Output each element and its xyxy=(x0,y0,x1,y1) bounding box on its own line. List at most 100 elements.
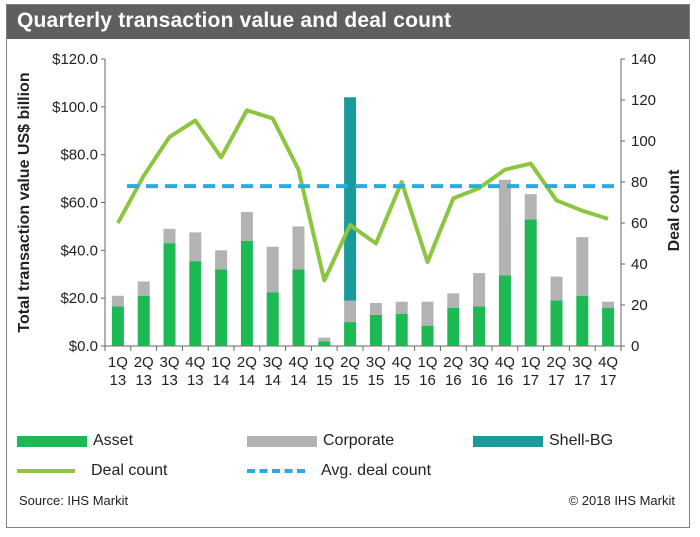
y-tick-label-right: 80 xyxy=(631,174,648,191)
bar-corporate xyxy=(395,301,408,314)
legend-item-asset: Asset xyxy=(17,432,133,450)
y-tick-label-right: 0 xyxy=(631,338,639,355)
legend-label-deal-count: Deal count xyxy=(91,462,168,479)
x-tick-label-quarter: 2Q xyxy=(443,354,463,371)
x-tick-label-year: 17 xyxy=(600,372,617,389)
y-tick-label-right: 40 xyxy=(631,256,648,273)
bar-corporate xyxy=(473,273,486,307)
x-tick-label-quarter: 4Q xyxy=(598,354,618,371)
bar-corporate xyxy=(111,295,124,307)
x-tick-label-quarter: 2Q xyxy=(340,354,360,371)
x-tick-label-quarter: 4Q xyxy=(495,354,515,371)
legend-swatch-deal-count xyxy=(17,469,75,473)
y-tick-label-right: 100 xyxy=(631,133,656,150)
legend-swatch-asset xyxy=(17,435,87,447)
chart-plot: $0.0 $20.0 $40.0 $60.0 $80.0 $100.0 $120.0 0 20 4… xyxy=(16,51,683,389)
x-tick-label-year: 15 xyxy=(316,372,333,389)
chart-title: Quarterly transaction value and deal cou… xyxy=(17,9,452,32)
x-tick-label-quarter: 4Q xyxy=(288,354,308,371)
legend-swatch-shell xyxy=(473,435,543,447)
legend-label-shell: Shell-BG xyxy=(549,432,614,449)
title-bar: Quarterly transaction value and deal cou… xyxy=(7,5,689,39)
x-tick-label-quarter: 3Q xyxy=(366,354,386,371)
x-tick-label-quarter: 2Q xyxy=(134,354,154,371)
legend-item-deal-count: Deal count xyxy=(17,462,168,480)
legend-item-corporate: Corporate xyxy=(247,432,394,450)
bar-asset xyxy=(215,269,228,346)
bar-corporate xyxy=(137,281,150,296)
bar-asset xyxy=(163,243,176,346)
x-tick-label-year: 14 xyxy=(290,372,307,389)
x-tick-label-year: 13 xyxy=(110,372,127,389)
source-note: Source: IHS Markit xyxy=(19,493,129,508)
bar-asset xyxy=(189,261,202,346)
x-tick-label-year: 16 xyxy=(471,372,488,389)
bar-asset xyxy=(344,322,357,346)
legend-swatch-avg-deal-count xyxy=(247,469,305,473)
bar-corporate xyxy=(576,237,589,296)
bar-asset xyxy=(318,341,331,346)
bar-corporate xyxy=(498,179,511,276)
x-tick-label-year: 14 xyxy=(213,372,230,389)
x-tick-label-year: 17 xyxy=(548,372,565,389)
y-tick-label-left: $60.0 xyxy=(60,195,98,212)
y-axis-title-right: Deal count xyxy=(666,169,683,251)
y-tick-label-left: $0.0 xyxy=(69,338,98,355)
bar-corporate xyxy=(240,212,253,241)
legend-label-avg-deal-count: Avg. deal count xyxy=(321,462,432,479)
x-tick-label-year: 13 xyxy=(187,372,204,389)
y-tick-label-left: $100.0 xyxy=(52,99,98,116)
bar-asset xyxy=(137,295,150,346)
bar-corporate xyxy=(421,301,434,326)
bar-corporate xyxy=(189,232,202,262)
bar-corporate xyxy=(369,302,382,315)
bar-asset xyxy=(292,269,305,346)
legend-item-avg-deal-count: Avg. deal count xyxy=(247,462,431,480)
x-tick-label-quarter: 1Q xyxy=(521,354,541,371)
bar-asset xyxy=(240,240,253,346)
y-tick-label-left: $20.0 xyxy=(60,290,98,307)
bar-corporate xyxy=(215,250,228,270)
x-tick-label-year: 16 xyxy=(445,372,462,389)
x-tick-label-year: 13 xyxy=(161,372,178,389)
x-tick-label-year: 13 xyxy=(135,372,152,389)
x-tick-label-year: 16 xyxy=(497,372,514,389)
y-tick-label-left: $40.0 xyxy=(60,242,98,259)
bar-asset xyxy=(421,325,434,346)
chart-frame: Quarterly transaction value and deal cou… xyxy=(6,4,690,528)
bar-asset xyxy=(498,275,511,346)
x-tick-label-quarter: 1Q xyxy=(314,354,334,371)
x-tick-label-year: 15 xyxy=(393,372,410,389)
x-tick-label-year: 17 xyxy=(522,372,539,389)
x-tick-label-quarter: 2Q xyxy=(546,354,566,371)
bar-asset xyxy=(447,307,460,346)
chart-legend: Asset Corporate Shell-BG Deal count Avg.… xyxy=(7,428,689,488)
bar-asset xyxy=(266,292,279,346)
bar-asset xyxy=(576,295,589,346)
x-tick-label-quarter: 3Q xyxy=(159,354,179,371)
y-tick-label-right: 140 xyxy=(631,51,656,68)
line-deal-count xyxy=(116,108,609,283)
x-tick-label-year: 15 xyxy=(342,372,359,389)
bar-corporate xyxy=(447,293,460,308)
y-axis-title-left: Total transaction value US$ billion xyxy=(16,72,33,332)
x-tick-label-quarter: 1Q xyxy=(211,354,231,371)
y-tick-label-left: $120.0 xyxy=(52,51,98,68)
bar-corporate xyxy=(163,228,176,244)
y-tick-label-left: $80.0 xyxy=(60,147,98,164)
bar-corporate xyxy=(550,276,563,301)
x-tick-label-year: 14 xyxy=(264,372,281,389)
x-tick-label-quarter: 4Q xyxy=(185,354,205,371)
y-tick-label-right: 120 xyxy=(631,92,656,109)
x-tick-label-quarter: 3Q xyxy=(572,354,592,371)
bar-corporate xyxy=(524,194,537,220)
x-tick-label-quarter: 3Q xyxy=(263,354,283,371)
copyright-note: © 2018 IHS Markit xyxy=(568,493,675,508)
x-tick-label-quarter: 4Q xyxy=(392,354,412,371)
x-tick-label-quarter: 1Q xyxy=(108,354,128,371)
legend-label-corporate: Corporate xyxy=(323,432,395,449)
y-tick-label-right: 60 xyxy=(631,215,648,232)
bar-asset xyxy=(111,306,124,346)
legend-item-shell: Shell-BG xyxy=(473,432,613,450)
x-tick-label-year: 16 xyxy=(419,372,436,389)
